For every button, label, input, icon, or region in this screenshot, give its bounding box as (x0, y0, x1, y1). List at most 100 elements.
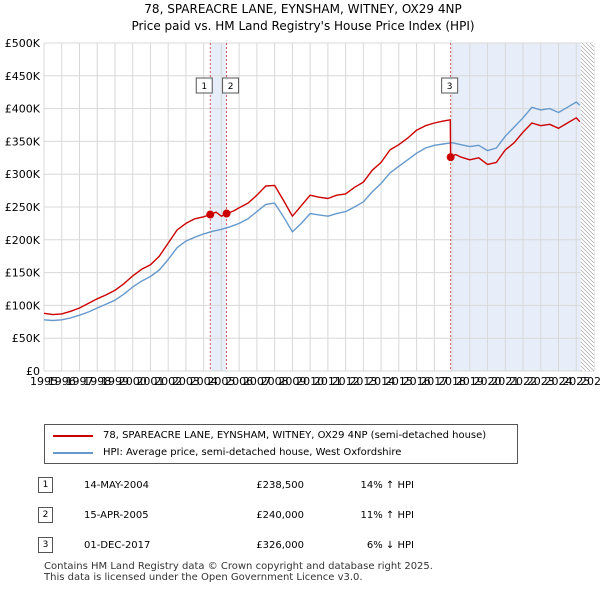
sale-date: 15-APR-2005 (84, 509, 149, 521)
hatch-line (580, 285, 595, 300)
hatch-line (581, 42, 595, 56)
hatch-line (580, 289, 595, 304)
sale-date: 14-MAY-2004 (84, 479, 150, 491)
x-tick-label: 2014 (367, 375, 395, 388)
sale-date: 01-DEC-2017 (84, 539, 151, 551)
hatch-line (580, 149, 595, 164)
hatch-line (580, 177, 595, 192)
x-tick-label: 2009 (278, 375, 306, 388)
x-tick-label: 2016 (403, 375, 431, 388)
hatch-line (580, 309, 595, 324)
hatch-line (580, 109, 595, 124)
chart-subtitle: Price paid vs. HM Land Registry's House … (131, 19, 474, 33)
sale-marker-box (222, 77, 240, 94)
y-tick-label: £150K (5, 267, 41, 280)
hatch-line (580, 321, 595, 336)
x-tick-label: 2021 (491, 375, 519, 388)
hatch-line (580, 301, 595, 316)
hatch-line (580, 85, 595, 100)
hatch-line (580, 101, 595, 116)
hatch-line (580, 361, 591, 372)
sale-marker-label: 3 (447, 82, 453, 92)
y-tick-label: £250K (5, 201, 41, 214)
hatch-line (580, 261, 595, 276)
hatch-line (580, 281, 595, 296)
x-tick-label: 1998 (83, 375, 111, 388)
hatch-line (580, 165, 595, 180)
hatch-line (580, 217, 595, 232)
x-tick-label: 2004 (190, 375, 218, 388)
hpi-line (43, 101, 581, 322)
hatch-line (580, 57, 595, 72)
sale-marker-box (441, 77, 459, 94)
legend: 78, SPAREACRE LANE, EYNSHAM, WITNEY, OX2… (44, 424, 518, 464)
hatch-line (580, 245, 595, 260)
x-tick-label: 1999 (101, 375, 129, 388)
x-tick-label: 2006 (225, 375, 253, 388)
hatch-line (580, 141, 595, 156)
sale-marker: 1 (195, 77, 213, 94)
y-tick-label: £450K (5, 70, 41, 83)
property-price-line (43, 117, 581, 316)
x-tick-label: 2026 (580, 375, 600, 388)
sale-number-badge: 3 (38, 537, 53, 553)
hatch-line (580, 265, 595, 280)
hatch-line (580, 209, 595, 224)
sale-point (222, 209, 231, 218)
x-tick-label: 2011 (314, 375, 342, 388)
price-chart: 78, SPAREACRE LANE, EYNSHAM, WITNEY, OX2… (5, 2, 600, 388)
hatch-line (580, 117, 595, 132)
hatch-line (580, 317, 595, 332)
hatch-line (580, 169, 595, 184)
y-tick-label: £500K (5, 37, 41, 50)
y-tick-label: £200K (5, 234, 41, 247)
legend-label-property: 78, SPAREACRE LANE, EYNSHAM, WITNEY, OX2… (103, 430, 487, 441)
sale-hpi-delta: 6% ↓ HPI (366, 539, 414, 551)
hatch-line (580, 181, 595, 196)
x-tick-label: 2023 (527, 375, 555, 388)
legend-item-hpi: HPI: Average price, semi-detached house,… (53, 445, 401, 461)
x-tick-label: 2005 (207, 375, 235, 388)
hatch-line (580, 201, 595, 216)
sale-price: £326,000 (256, 539, 304, 551)
hatch-line (580, 153, 595, 168)
hatch-line (580, 357, 595, 372)
x-tick-label: 2013 (349, 375, 377, 388)
x-tick-label: 2000 (119, 375, 147, 388)
hatch-line (580, 189, 595, 204)
footer: Contains HM Land Registry data © Crown c… (44, 561, 433, 583)
x-tick-label: 2017 (420, 375, 448, 388)
sale-number-badge: 2 (38, 507, 53, 523)
y-tick-label: £350K (5, 135, 41, 148)
hatch-line (580, 233, 595, 248)
hatch-line (580, 161, 595, 176)
hatch-line (580, 341, 595, 356)
y-tick-label: £300K (5, 168, 41, 181)
x-tick-label: 2010 (296, 375, 324, 388)
hatch-line (580, 137, 595, 152)
y-tick-label: £100K (5, 299, 41, 312)
x-tick-label: 1997 (65, 375, 93, 388)
x-tick-label: 2022 (509, 375, 537, 388)
hatch-line (580, 353, 595, 368)
sale-hpi-delta: 11% ↑ HPI (360, 509, 414, 521)
hatch-line (580, 229, 595, 244)
legend-swatch-property (53, 435, 93, 437)
sale-number-badge: 1 (38, 477, 53, 493)
x-tick-label: 2008 (261, 375, 289, 388)
hatch-line (580, 337, 595, 352)
hatch-line (580, 249, 595, 264)
footer-licence: This data is licensed under the Open Gov… (44, 572, 363, 583)
hatch-line (580, 333, 595, 348)
hatch-line (580, 237, 595, 252)
sale-marker: 3 (441, 77, 459, 94)
footer-copyright: Contains HM Land Registry data © Crown c… (44, 561, 433, 572)
hatch-line (580, 73, 595, 88)
sale-date-lines (209, 43, 452, 371)
hatch-line (580, 105, 595, 120)
hatch-line (580, 157, 595, 172)
hatch-line (580, 349, 595, 364)
hatch-line (580, 257, 595, 272)
hatch-line (580, 77, 595, 92)
table-row: 3 01-DEC-2017 £326,000 6% ↓ HPI (38, 530, 414, 560)
